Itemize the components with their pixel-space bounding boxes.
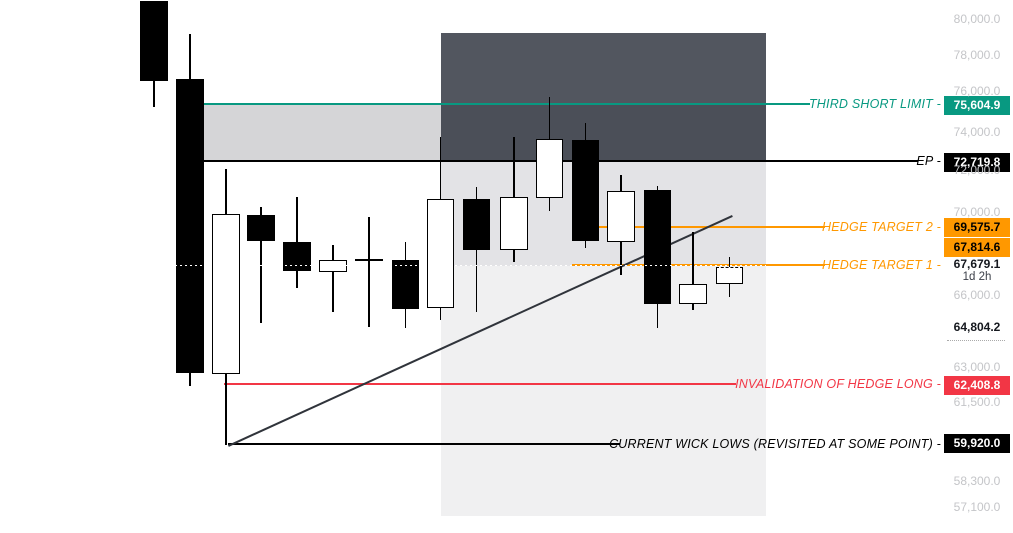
candle-wick (368, 217, 370, 327)
candle-body-up (427, 199, 454, 308)
candle-body-down (140, 1, 168, 81)
candle-body-up (212, 214, 240, 374)
level-line-hedge-target-2[interactable] (572, 226, 825, 228)
price-tick: 74,000.0 (953, 125, 1001, 139)
price-tick: 61,500.0 (953, 395, 1001, 409)
level-line-current-wick-lows[interactable] (228, 443, 620, 445)
candle-body-up (716, 267, 743, 284)
price-tick: 80,000.0 (953, 12, 1001, 26)
candle-body-up (500, 197, 528, 250)
chart-pane[interactable] (0, 0, 944, 533)
candle-body-up (319, 260, 347, 272)
candle-body-down (463, 199, 490, 250)
candle-body-up (679, 284, 707, 304)
price-tick: 76,000.0 (953, 84, 1001, 98)
price-scale[interactable] (944, 0, 1013, 533)
candle-body-down (392, 260, 419, 309)
level-line-invalidation-of-hedge-long[interactable] (224, 383, 736, 385)
zone-light-column-lower (441, 266, 766, 516)
candle-body-up (607, 191, 635, 242)
candle-wick (692, 232, 694, 310)
price-tick: 70,000.0 (953, 205, 1001, 219)
price-tick: 72,000.0 (953, 163, 1001, 177)
candle-body-down (644, 190, 671, 304)
price-tick: 63,000.0 (953, 360, 1001, 374)
candle-body-up (536, 139, 563, 198)
price-tick: 66,000.0 (953, 288, 1001, 302)
price-tick: 57,100.0 (953, 500, 1001, 514)
candle-body-up (355, 259, 383, 261)
level-line-third-short-limit[interactable] (204, 103, 810, 105)
last-price-line (140, 264, 766, 266)
price-tick: 78,000.0 (953, 48, 1001, 62)
candle-body-down (283, 242, 311, 271)
candle-body-down (176, 79, 204, 373)
zone-light-column-upper (441, 162, 766, 266)
candle-body-down (572, 140, 599, 241)
price-tick: 58,300.0 (953, 474, 1001, 488)
candle-wick (332, 245, 334, 312)
zone-dark-projection-box (441, 33, 766, 162)
candle-body-down (247, 215, 275, 241)
